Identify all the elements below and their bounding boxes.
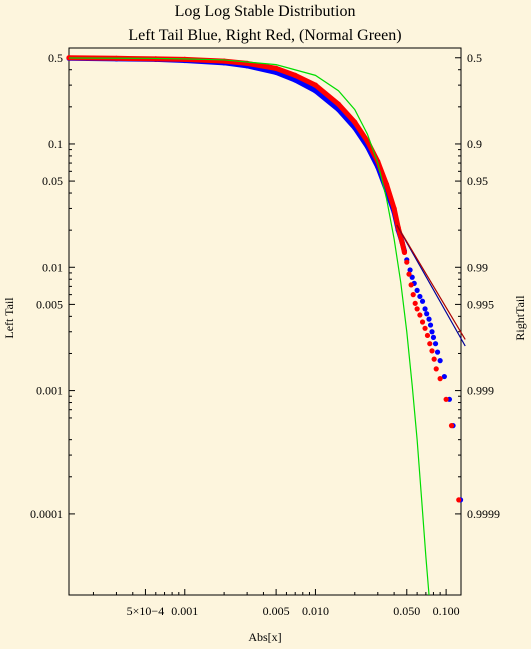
- x-tick-label: 0.100: [433, 604, 460, 618]
- series-layer: [66, 55, 466, 596]
- x-tick-label: 0.005: [263, 604, 290, 618]
- data-point: [419, 298, 426, 304]
- x-tick-label: 0.050: [393, 604, 420, 618]
- data-point: [430, 334, 437, 340]
- data-point: [406, 271, 412, 277]
- series-dense-band: [66, 55, 407, 255]
- chart-title: Log Log Stable Distribution: [175, 3, 356, 20]
- data-point: [312, 82, 319, 88]
- data-point: [414, 287, 420, 293]
- y-right-tick-label: 0.995: [467, 297, 494, 311]
- data-point: [364, 138, 371, 144]
- y-left-tick-label: 0.0001: [30, 507, 63, 521]
- data-point: [441, 373, 447, 380]
- y-axis-right: 0.5 0.9 0.95 0.99 0.995 0.999 0.9999: [455, 51, 500, 521]
- y-right-tick-label: 0.9: [467, 137, 482, 151]
- chart-subtitle: Left Tail Blue, Right Red, (Normal Green…: [128, 27, 401, 44]
- data-point: [433, 366, 439, 372]
- data-point: [417, 293, 423, 300]
- series-1: [66, 55, 462, 503]
- x-axis-title: Abs[x]: [248, 630, 281, 644]
- y-left-tick-label: 0.5: [48, 51, 63, 65]
- y-right-tick-label: 0.5: [467, 51, 482, 65]
- data-point: [401, 249, 408, 256]
- data-point: [414, 306, 420, 312]
- series-0: [66, 55, 464, 503]
- x-tick-label: 5×10−4: [127, 604, 165, 618]
- x-axis: 5×10−4 0.001 0.005 0.010 0.050 0.100: [92, 589, 460, 618]
- data-point: [221, 58, 227, 64]
- data-point: [273, 65, 279, 71]
- data-point: [408, 282, 414, 288]
- y-right-tick-label: 0.9999: [467, 507, 500, 521]
- data-point: [399, 239, 405, 245]
- data-point: [443, 396, 449, 402]
- data-point: [404, 259, 410, 265]
- data-point: [383, 181, 390, 187]
- data-point: [427, 322, 434, 328]
- data-point: [426, 316, 432, 322]
- y-right-tick-label: 0.99: [467, 260, 488, 274]
- data-point: [437, 358, 443, 364]
- x-tick-label: 0.010: [302, 604, 329, 618]
- series-line: [396, 224, 466, 340]
- data-point: [417, 312, 423, 318]
- data-point: [431, 356, 437, 362]
- series-4: [396, 224, 466, 340]
- y-left-tick-label: 0.05: [42, 174, 63, 188]
- data-point: [410, 292, 416, 298]
- data-point: [432, 341, 439, 347]
- y-left-tick-label: 0.01: [42, 260, 63, 274]
- data-point: [422, 325, 428, 331]
- series-2: [68, 57, 430, 596]
- chart-titles: Log Log Stable Distribution Left Tail Bl…: [128, 3, 401, 44]
- data-point: [424, 332, 431, 339]
- data-point: [427, 341, 433, 347]
- y-right-tick-label: 0.95: [467, 174, 488, 188]
- data-point: [422, 306, 428, 312]
- data-point: [412, 300, 418, 306]
- data-point: [429, 329, 435, 335]
- y-axis-left: 0.5 0.1 0.05 0.01 0.005 0.001 0.0001: [30, 51, 75, 521]
- y-axis-title-right: RightTail: [513, 295, 527, 341]
- y-left-tick-label: 0.1: [48, 137, 63, 151]
- y-axis-title-left: Left Tail: [2, 297, 16, 339]
- data-point: [434, 349, 441, 355]
- data-point: [407, 267, 413, 273]
- data-point: [352, 119, 358, 125]
- series-dense-band: [66, 55, 407, 254]
- y-left-tick-label: 0.001: [36, 384, 63, 398]
- data-point: [456, 497, 462, 503]
- data-point: [429, 348, 435, 354]
- data-point: [66, 55, 72, 61]
- plot-frame: [68, 47, 462, 596]
- series-line: [68, 57, 430, 596]
- y-right-tick-label: 0.999: [467, 384, 494, 398]
- data-point: [312, 88, 319, 94]
- y-left-tick-label: 0.005: [36, 297, 63, 311]
- data-point: [437, 376, 443, 382]
- x-tick-label: 0.001: [171, 604, 198, 618]
- data-point: [424, 311, 430, 317]
- data-point: [292, 72, 298, 78]
- data-point: [335, 101, 342, 107]
- data-point: [419, 319, 426, 325]
- data-point: [448, 423, 455, 429]
- data-point: [409, 274, 415, 280]
- data-point: [391, 205, 397, 212]
